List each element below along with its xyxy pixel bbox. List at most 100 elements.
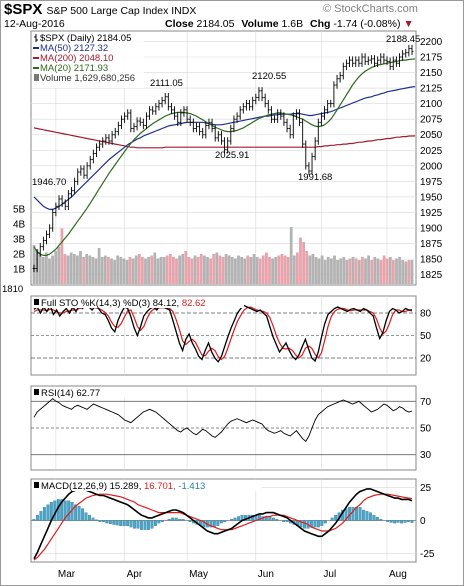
annotation-1991: 1991.68 xyxy=(298,172,332,183)
volume-bar xyxy=(277,255,281,284)
macd-histogram-bar xyxy=(46,504,50,521)
volume-bar xyxy=(348,258,352,284)
price-tick-label: 2100 xyxy=(420,99,443,110)
macd-histogram-bar xyxy=(42,507,46,521)
volume-bar xyxy=(271,258,274,284)
volume-bar xyxy=(382,255,386,284)
volume-bar xyxy=(296,252,299,284)
volume-bar xyxy=(156,258,160,284)
volume-bar xyxy=(364,258,367,284)
macd-histogram-bar xyxy=(160,520,164,522)
volume-bar xyxy=(159,257,163,284)
volume-bar xyxy=(339,258,343,284)
macd-tick-label: -25 xyxy=(420,549,435,560)
symbol: $SPX xyxy=(4,1,43,18)
volume-bar xyxy=(265,252,268,284)
volume-bar xyxy=(172,257,175,284)
macd-histogram-bar xyxy=(171,517,175,521)
legend-ma200: MA(200) 2048.10 xyxy=(40,53,113,64)
legend-ma20: MA(20) 2171.93 xyxy=(40,63,108,74)
macd-swatch xyxy=(34,482,39,488)
volume-bar xyxy=(113,260,116,284)
rsi-tick-label: 50 xyxy=(420,424,432,435)
sto-label-text: Full STO %K(14,3) %D(3) xyxy=(41,298,153,309)
volume-bar xyxy=(261,255,265,284)
volume-bar xyxy=(203,255,206,284)
macd-histogram-bar xyxy=(74,504,78,521)
annotation-2025: 2025.91 xyxy=(215,150,249,161)
volume-bar xyxy=(206,257,209,284)
volume-bar xyxy=(376,258,380,284)
macd-histogram-bar xyxy=(365,511,369,521)
macd-histogram-bar xyxy=(167,519,171,521)
macd-tick-label: 25 xyxy=(420,483,432,494)
volume-bar xyxy=(395,258,398,284)
volume-bar xyxy=(227,255,231,284)
macd-histogram-bar xyxy=(84,512,88,521)
volume-bar xyxy=(283,255,287,284)
macd-histogram-bar xyxy=(60,499,64,521)
volume-bar xyxy=(66,255,70,284)
volume-bar xyxy=(404,261,408,284)
volume-bar xyxy=(212,254,216,284)
volume-bar xyxy=(398,257,401,284)
price-tick-label: 1950 xyxy=(420,192,443,203)
volume-bar xyxy=(357,260,361,284)
macd-histogram-bar xyxy=(112,520,116,525)
volume-bar xyxy=(184,251,188,284)
macd-histogram-bar xyxy=(209,520,213,528)
volume-bar xyxy=(361,257,364,284)
volume-bar xyxy=(116,255,120,284)
volume-bar xyxy=(107,257,110,284)
macd-histogram-bar xyxy=(393,520,397,524)
macd-histogram-bar xyxy=(257,515,261,521)
macd-histogram-bar xyxy=(275,519,279,521)
volume-bar xyxy=(252,254,256,284)
volume-bar xyxy=(249,257,253,284)
macd-histogram-bar xyxy=(316,520,320,528)
macd-panel xyxy=(31,487,416,561)
svg-text:Full STO %K(14,3) %D(3) 84.12,: Full STO %K(14,3) %D(3) 84.12, 82.62 xyxy=(41,298,206,309)
macd-histogram-bar xyxy=(351,507,355,521)
annotation-1810: 1810 xyxy=(2,284,23,295)
volume-bar xyxy=(367,255,370,284)
macd-histogram-bar xyxy=(299,520,303,528)
macd-histogram-bar xyxy=(115,520,119,526)
volume-bar xyxy=(190,258,194,284)
rsi-swatch xyxy=(34,389,39,395)
rsi-tick-label: 70 xyxy=(420,397,432,408)
volume-bar xyxy=(289,227,293,284)
volume-bar xyxy=(218,255,222,284)
macd-histogram-bar xyxy=(94,519,98,521)
macd-histogram-bar xyxy=(88,515,91,521)
price-tick-label: 1875 xyxy=(420,239,443,250)
axes: 2200217521502125210020752050202520001975… xyxy=(13,37,443,580)
rsi-panel xyxy=(31,398,416,456)
volume-bar xyxy=(274,257,278,284)
price-tick-label: 2050 xyxy=(420,130,443,141)
macd-histogram-bar xyxy=(216,520,220,526)
volume-bar xyxy=(280,254,284,284)
price-tick-label: 1850 xyxy=(420,255,443,266)
macd-histogram-bar xyxy=(358,507,362,521)
volume-bar xyxy=(379,260,383,284)
volume-bar xyxy=(373,257,377,284)
legend-volume: Volume 1,629,680,256 xyxy=(40,73,135,84)
volume-bar xyxy=(57,246,61,284)
macd-histogram-bar xyxy=(219,520,223,524)
sto-swatch xyxy=(34,299,39,305)
macd-histogram-bar xyxy=(386,520,390,522)
volume-bar xyxy=(168,254,172,284)
volume-bar xyxy=(72,254,76,284)
volume-bar xyxy=(76,255,79,284)
price-tick-label: 2025 xyxy=(420,146,443,157)
volume-bar xyxy=(351,257,355,284)
title-line: $SPX S&P 500 Large Cap Index INDX xyxy=(4,1,196,18)
macd-histogram-bar xyxy=(400,520,404,524)
macd-histogram-bar xyxy=(372,515,376,521)
macd-label-text: MACD(12,26,9) 15.289, xyxy=(41,481,144,492)
volume-bar xyxy=(48,258,51,284)
x-tick-label: Mar xyxy=(58,569,76,580)
volume-tick-label: 2B xyxy=(13,250,26,261)
